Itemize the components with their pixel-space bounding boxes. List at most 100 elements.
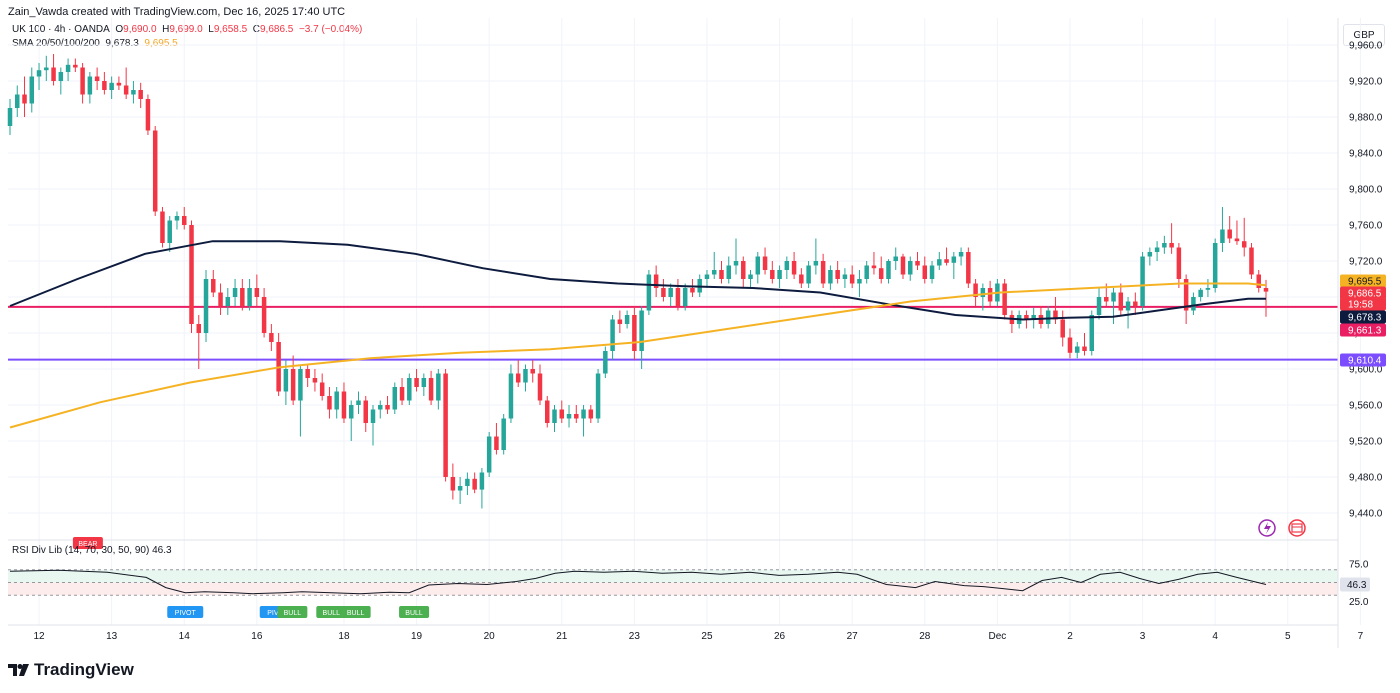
candle: [1002, 279, 1007, 320]
rsi-lower-zone: [8, 582, 1338, 596]
candle-body: [1031, 315, 1036, 320]
candle: [755, 252, 761, 284]
candle: [864, 261, 869, 284]
candle-body: [893, 256, 898, 261]
candle: [646, 270, 652, 315]
candle-body: [1212, 243, 1218, 288]
candle: [603, 346, 608, 378]
y-tick-label: 9,560.0: [1349, 401, 1383, 412]
x-tick-label: 23: [629, 631, 641, 642]
x-tick-label: 14: [179, 631, 191, 642]
candle: [465, 472, 470, 495]
price-chart[interactable]: 9,440.09,480.09,520.09,560.09,600.09,640…: [0, 0, 1400, 650]
candle-body: [784, 261, 790, 270]
candle-body: [479, 472, 485, 490]
x-tick-label: 21: [556, 631, 568, 642]
y-tick-label: 9,760.0: [1349, 221, 1383, 232]
candle: [922, 256, 928, 284]
candle-body: [181, 216, 187, 225]
candle: [820, 253, 826, 288]
currency-button[interactable]: GBP: [1343, 24, 1385, 46]
candle: [595, 369, 601, 423]
candle-body: [908, 261, 913, 275]
candle-body: [944, 259, 949, 263]
high-value: 9,699.0: [169, 24, 203, 35]
candle: [1140, 252, 1145, 311]
candle-body: [791, 261, 797, 275]
candle-body: [566, 414, 572, 419]
candle-body: [1133, 301, 1138, 306]
candle: [341, 382, 347, 423]
lightning-icon[interactable]: [1258, 519, 1276, 537]
candle-body: [465, 478, 470, 486]
open-label: O: [115, 24, 124, 35]
candle: [443, 369, 448, 482]
candle-body: [174, 216, 180, 221]
candle-body: [407, 378, 412, 401]
low-value: 9,658.5: [213, 24, 248, 35]
candle: [566, 405, 572, 428]
candle: [748, 270, 753, 288]
candle: [356, 391, 361, 414]
candle-body: [370, 409, 376, 423]
red-line-price-tag-text: 9,661.3: [1348, 326, 1382, 337]
rsi-signal-bear[interactable]: BEAR: [72, 537, 103, 549]
candle: [908, 256, 913, 281]
rsi-signal-bull[interactable]: BULL: [316, 606, 347, 618]
candle: [1096, 288, 1102, 320]
sma-dark-value: 9,678.3: [105, 38, 139, 49]
candle-body: [966, 252, 971, 284]
y-tick-label: 9,800.0: [1349, 185, 1383, 196]
candle: [457, 477, 463, 504]
rsi-signal-pivot[interactable]: PIVOT: [167, 606, 204, 618]
calendar-icon[interactable]: [1288, 519, 1306, 537]
red-line-price-tag: 9,661.3: [1340, 323, 1386, 337]
candle: [1053, 297, 1058, 324]
candle: [1241, 217, 1247, 257]
candle: [791, 252, 797, 279]
candle: [784, 256, 790, 279]
candle: [806, 261, 811, 288]
candle-body: [741, 261, 746, 279]
candle: [450, 463, 456, 500]
sma-legend[interactable]: SMA 20/50/100/200 9,678.3 9,695.5: [12, 38, 178, 50]
grid: [8, 18, 1361, 625]
x-tick-label: 13: [106, 631, 118, 642]
candle: [878, 256, 884, 284]
sma-dark-price-tag: 9,678.3: [1340, 310, 1386, 324]
candle: [65, 58, 71, 81]
candle-body: [334, 391, 339, 410]
candle: [1205, 279, 1211, 297]
candle: [472, 472, 477, 494]
candle: [436, 369, 441, 410]
candle: [886, 259, 891, 284]
rsi-signal-bull[interactable]: BULL: [277, 606, 308, 618]
candle-body: [1074, 346, 1080, 353]
candle: [1256, 270, 1261, 293]
candle: [559, 400, 565, 423]
rsi-legend[interactable]: RSI Div Lib (14, 70, 30, 50, 90) 46.3: [12, 545, 172, 556]
rsi-signal-bull[interactable]: BULL: [340, 606, 371, 618]
candle-body: [595, 373, 601, 419]
candle-body: [443, 373, 448, 477]
tradingview-logo[interactable]: TradingView: [8, 660, 134, 680]
candle-body: [58, 72, 64, 81]
candle-body: [828, 270, 833, 284]
candle-body: [523, 369, 528, 383]
candle: [682, 283, 688, 311]
rsi-signal-bull[interactable]: BULL: [399, 606, 430, 618]
open-value: 9,690.0: [123, 24, 157, 35]
signal-label: BEAR: [78, 541, 97, 548]
candle: [370, 405, 376, 446]
candle-body: [951, 256, 957, 263]
candle-body: [857, 279, 862, 284]
candle-body: [1263, 288, 1269, 292]
candle-body: [1024, 315, 1029, 320]
candle: [632, 306, 637, 360]
candle: [704, 270, 710, 288]
candle-body: [167, 220, 172, 243]
x-tick-label: 20: [484, 631, 496, 642]
candle-body: [653, 274, 659, 288]
candle: [494, 423, 499, 455]
candle-body: [65, 64, 71, 72]
